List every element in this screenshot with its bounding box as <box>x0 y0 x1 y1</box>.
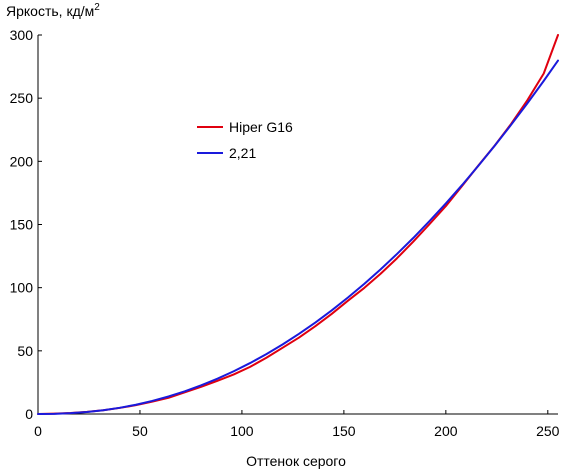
y-tick-label: 250 <box>10 90 34 106</box>
series-line-hiper-g16 <box>37 34 559 415</box>
y-tick-label: 300 <box>10 27 34 43</box>
x-tick-label: 50 <box>132 423 148 439</box>
series-line-2-21 <box>37 59 559 415</box>
legend: Hiper G16 2,21 <box>197 119 293 161</box>
x-tick-label: 250 <box>536 423 560 439</box>
y-tick-label: 50 <box>17 343 33 359</box>
tick-labels: 0 50 100 150 200 250 300 0 50 100 150 200 250 <box>10 27 560 439</box>
y-tick-label: 200 <box>10 153 34 169</box>
legend-label-2-21: 2,21 <box>229 145 256 161</box>
y-tick-label: 150 <box>10 217 34 233</box>
x-tick-label: 100 <box>230 423 254 439</box>
x-tick-label: 0 <box>34 423 42 439</box>
y-axis-title-main: Яркость, кд/м <box>6 3 94 19</box>
y-tick-label: 100 <box>10 280 34 296</box>
y-axis-title-sup: 2 <box>94 2 100 13</box>
x-axis-title: Оттенок серого <box>246 453 346 469</box>
legend-label-hiper-g16: Hiper G16 <box>229 119 293 135</box>
y-axis-title: Яркость, кд/м2 <box>6 2 100 19</box>
y-tick-label: 0 <box>25 406 33 422</box>
x-tick-label: 200 <box>434 423 458 439</box>
x-tick-label: 150 <box>332 423 356 439</box>
series-layer <box>37 34 559 415</box>
plot-area <box>37 35 558 415</box>
